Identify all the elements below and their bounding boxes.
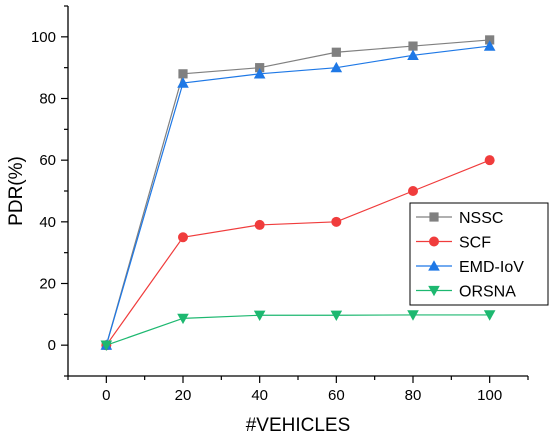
legend-marker <box>429 236 439 247</box>
y-tick-label: 20 <box>39 276 56 293</box>
data-point-scf <box>331 216 342 227</box>
legend-label: EMD-IoV <box>459 259 524 276</box>
data-point-emd-iov <box>253 68 266 79</box>
y-tick-label: 60 <box>39 152 56 169</box>
data-point-emd-iov <box>177 77 189 88</box>
x-tick-label: 20 <box>175 387 192 404</box>
x-tick-label: 100 <box>477 387 502 404</box>
legend: NSSC SCF EMD-IoV ORSNA <box>409 202 549 306</box>
data-point-scf <box>408 186 418 196</box>
data-point-orsna <box>253 310 266 322</box>
data-point-orsna <box>407 310 419 321</box>
data-point-orsna <box>100 340 113 351</box>
x-tick-label: 60 <box>328 387 345 404</box>
data-point-orsna <box>177 313 189 325</box>
legend-item-scf: SCF <box>416 235 491 252</box>
legend-label: SCF <box>459 235 491 252</box>
legend-marker <box>429 212 439 222</box>
data-point-orsna <box>483 310 496 321</box>
y-tick-label: 0 <box>48 337 56 354</box>
legend-label: NSSC <box>459 210 503 227</box>
data-point-nssc <box>408 41 418 51</box>
x-axis-title: #VEHICLES <box>246 415 351 436</box>
y-tick-label: 40 <box>39 214 56 231</box>
legend-marker <box>428 260 440 271</box>
legend-label: ORSNA <box>459 284 516 301</box>
data-point-nssc <box>331 47 341 57</box>
x-tick-label: 40 <box>251 387 268 404</box>
data-point-nssc <box>485 35 495 45</box>
data-point-scf <box>254 219 265 230</box>
y-axis-title: PDR(%) <box>6 156 27 226</box>
x-tick-label: 0 <box>102 387 110 404</box>
legend-item-emd-iov: EMD-IoV <box>416 259 524 276</box>
legend-marker <box>428 285 440 297</box>
plot-area <box>100 35 496 351</box>
data-point-emd-iov <box>407 49 419 60</box>
data-point-orsna <box>330 310 343 322</box>
series-line-scf <box>105 159 490 346</box>
legend-item-orsna: ORSNA <box>416 284 516 301</box>
series-orsna <box>100 310 496 351</box>
series-line-nssc <box>105 39 490 346</box>
data-point-emd-iov <box>483 40 496 51</box>
y-tick-label: 80 <box>39 91 56 108</box>
data-point-nssc <box>178 69 188 79</box>
data-point-scf <box>484 155 495 166</box>
series-line-orsna <box>106 314 490 346</box>
y-tick-label: 100 <box>31 29 56 46</box>
x-tick-label: 80 <box>405 387 422 404</box>
axes: 0 20 40 60 80 100 0 20 40 60 80 100 <box>31 5 529 404</box>
legend-item-nssc: NSSC <box>416 210 503 227</box>
data-point-nssc <box>255 63 265 73</box>
series-line-emd-iov <box>105 45 490 346</box>
data-point-scf <box>178 232 188 243</box>
data-point-emd-iov <box>330 61 343 73</box>
